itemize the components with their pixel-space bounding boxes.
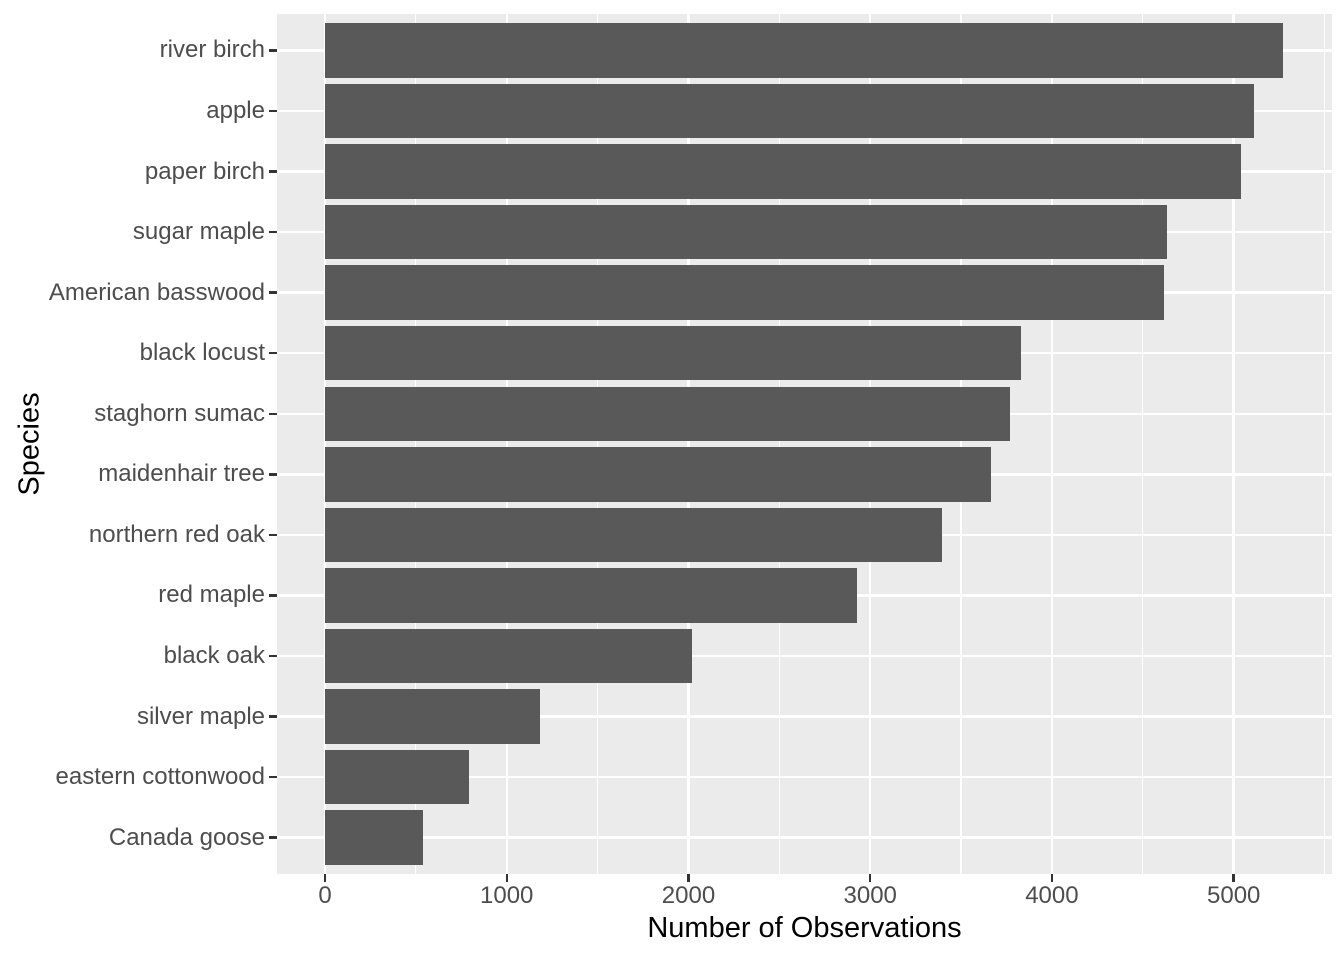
x-tick-label: 5000 (1206, 882, 1261, 909)
y-tick-mark (269, 109, 277, 113)
bar-maidenhair-tree (325, 447, 992, 502)
bar-apple (325, 83, 1254, 139)
x-tick-mark (1232, 874, 1235, 882)
y-tick-mark (269, 351, 277, 355)
minor-gridline-vertical (1142, 14, 1144, 874)
y-tick-mark (269, 654, 277, 658)
major-gridline-horizontal (277, 715, 1332, 718)
bar-northern-red-oak (325, 507, 942, 563)
x-tick-mark (687, 874, 690, 882)
x-tick-label: 4000 (1025, 882, 1079, 909)
x-tick-mark (505, 874, 508, 882)
y-tick-mark (269, 533, 277, 537)
major-gridline-horizontal (277, 775, 1332, 779)
x-tick-label: 1000 (479, 882, 534, 909)
y-tick-mark (269, 775, 277, 779)
y-tick-label: river birch (159, 36, 265, 64)
y-tick-mark (269, 594, 277, 597)
bar-eastern-cottonwood (325, 749, 469, 805)
major-gridline-horizontal (277, 836, 1332, 839)
y-tick-label: sugar maple (132, 218, 265, 245)
y-tick-label: black oak (163, 642, 265, 669)
x-axis-title: Number of Observations (647, 912, 962, 944)
y-tick-mark (269, 836, 277, 839)
y-tick-label: eastern cottonwood (55, 763, 265, 791)
bar-paper-birch (325, 144, 1241, 199)
x-tick-mark (323, 874, 327, 882)
minor-gridline-vertical (596, 14, 599, 874)
y-tick-label: staghorn sumac (94, 399, 265, 427)
x-tick-mark (1050, 874, 1054, 882)
x-tick-mark (868, 874, 872, 882)
minor-gridline-vertical (415, 14, 417, 874)
major-gridline-vertical (1232, 14, 1235, 874)
plot-panel (277, 14, 1332, 874)
bar-Canada-goose (325, 810, 424, 865)
bar-black-locust (325, 325, 1022, 381)
y-tick-label: American basswood (48, 278, 265, 306)
major-gridline-horizontal (277, 654, 1332, 658)
y-tick-label: silver maple (136, 702, 265, 730)
bar-staghorn-sumac (325, 386, 1011, 441)
minor-gridline-vertical (960, 14, 962, 874)
y-tick-mark (269, 230, 277, 234)
bar-American-basswood (325, 265, 1164, 320)
y-tick-label: apple (206, 96, 265, 124)
major-gridline-vertical (505, 14, 508, 874)
y-tick-label: black locust (139, 339, 265, 367)
y-tick-mark (269, 291, 277, 294)
y-tick-label: red maple (158, 581, 265, 609)
x-tick-label: 0 (318, 882, 332, 909)
bar-black-oak (325, 628, 693, 684)
bar-silver-maple (325, 689, 541, 744)
bar-river-birch (325, 23, 1283, 78)
y-tick-mark (269, 473, 277, 476)
bar-sugar-maple (325, 204, 1167, 260)
y-tick-mark (269, 715, 277, 718)
minor-gridline-vertical (778, 14, 780, 874)
y-tick-mark (269, 412, 277, 415)
y-tick-mark (269, 170, 277, 173)
major-gridline-vertical (323, 14, 327, 874)
y-tick-label: Canada goose (108, 823, 265, 851)
x-tick-label: 2000 (661, 882, 716, 909)
y-tick-mark (269, 49, 277, 52)
x-tick-label: 3000 (843, 882, 897, 909)
major-gridline-vertical (868, 14, 872, 874)
y-tick-label: maidenhair tree (98, 460, 265, 488)
y-tick-label: paper birch (144, 157, 265, 185)
minor-gridline-vertical (1323, 14, 1326, 874)
major-gridline-vertical (1050, 14, 1054, 874)
y-tick-label: northern red oak (88, 520, 265, 548)
major-gridline-vertical (687, 14, 690, 874)
bar-red-maple (325, 568, 857, 623)
